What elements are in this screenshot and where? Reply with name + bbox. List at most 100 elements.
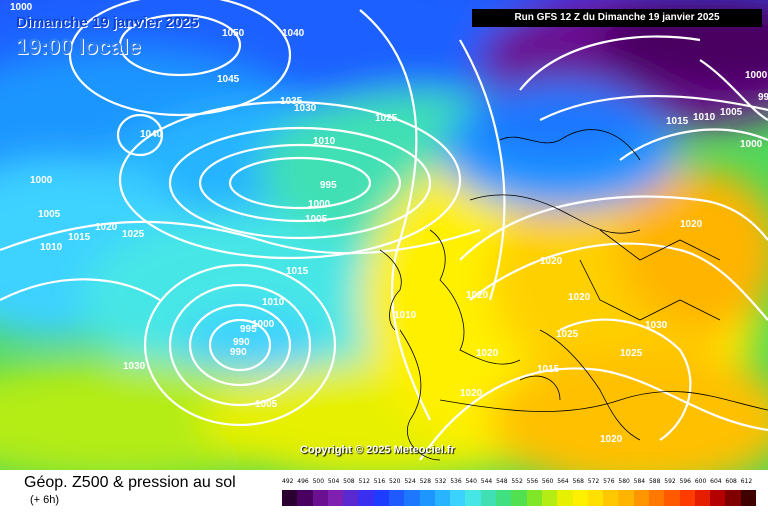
- scale-swatch: [343, 490, 359, 506]
- scale-label: 584: [633, 478, 646, 485]
- pressure-label: 1030: [645, 320, 668, 331]
- scale-label: 604: [710, 478, 722, 485]
- color-scale-bar: [282, 490, 757, 506]
- pressure-label: 1020: [680, 219, 703, 230]
- pressure-label: 1010: [40, 242, 63, 253]
- scale-label: 588: [648, 478, 661, 485]
- scale-swatch: [480, 490, 497, 506]
- pressure-label: 1025: [122, 229, 145, 240]
- scale-label: 548: [496, 478, 508, 485]
- pressure-label: 1010: [262, 297, 285, 308]
- scale-label: 568: [572, 478, 584, 485]
- pressure-label: 1015: [666, 116, 689, 127]
- pressure-label: 1040: [282, 28, 305, 39]
- pressure-label: 1005: [255, 399, 278, 410]
- scale-swatch: [373, 490, 390, 506]
- pressure-label: 1030: [294, 103, 317, 114]
- pressure-label: 995: [320, 180, 337, 191]
- pressure-label: 995: [240, 324, 257, 335]
- scale-swatch: [450, 490, 466, 506]
- pressure-label: 1020: [568, 292, 591, 303]
- pressure-label: 995: [758, 92, 768, 103]
- pressure-label: 1010: [394, 310, 417, 321]
- pressure-label: 1000: [308, 199, 331, 210]
- pressure-label: 1030: [123, 361, 146, 372]
- pressure-label: 1000: [10, 2, 33, 13]
- scale-label: 612: [740, 478, 753, 485]
- pressure-label: 990: [233, 337, 250, 348]
- scale-swatch: [633, 490, 650, 506]
- scale-label: 500: [312, 478, 325, 485]
- scale-swatch: [297, 490, 314, 506]
- scale-swatch: [587, 490, 604, 506]
- scale-swatch: [389, 490, 405, 506]
- scale-label: 492: [282, 478, 294, 485]
- pressure-label: 1020: [95, 222, 118, 233]
- scale-label: 512: [358, 478, 370, 485]
- scale-swatch: [572, 490, 589, 506]
- scale-swatch: [603, 490, 619, 506]
- scale-label: 504: [327, 478, 340, 485]
- scale-label: 600: [694, 478, 707, 485]
- scale-label: 528: [419, 478, 432, 485]
- scale-label: 520: [389, 478, 401, 485]
- pressure-label: 1015: [68, 232, 91, 243]
- pressure-label: 1040: [140, 129, 163, 140]
- scale-swatch: [312, 490, 329, 506]
- pressure-label: 1005: [38, 209, 61, 220]
- map-date: Dimanche 19 janvier 2025: [16, 14, 199, 31]
- scale-label: 532: [434, 478, 447, 485]
- pressure-label: 1035: [280, 96, 303, 107]
- scale-label: 608: [725, 478, 737, 485]
- scale-swatch: [404, 490, 421, 506]
- pressure-label: 1020: [476, 348, 499, 359]
- pressure-label: 1025: [556, 329, 579, 340]
- scale-swatch: [511, 490, 528, 506]
- pressure-label: 1020: [466, 290, 489, 301]
- scale-label: 524: [404, 478, 416, 485]
- scale-label: 560: [541, 478, 554, 485]
- scale-label: 592: [664, 478, 676, 485]
- pressure-label: 1020: [600, 434, 623, 445]
- scale-label: 540: [465, 478, 477, 485]
- pressure-label: 990: [230, 347, 247, 358]
- scale-swatch: [327, 490, 344, 506]
- pressure-label: 1005: [305, 214, 328, 225]
- pressure-label: 1010: [693, 112, 716, 123]
- legend-subtitle: (+ 6h): [30, 494, 60, 506]
- copyright-text: Copyright © 2025 Meteociel.fr: [300, 444, 455, 456]
- scale-swatch: [496, 490, 512, 506]
- pressure-label: 1045: [217, 74, 240, 85]
- scale-swatch: [679, 490, 696, 506]
- scale-swatch: [434, 490, 451, 506]
- scale-label: 496: [297, 478, 309, 485]
- color-scale-labels: 492 496 500 504 508 512 516 520 524 528 532 536 540 5…: [282, 478, 756, 488]
- legend-title: Géop. Z500 & pression au sol: [24, 474, 236, 491]
- scale-label: 564: [557, 478, 569, 485]
- map-local-time: 19:00 locale: [16, 34, 141, 59]
- scale-swatch: [740, 490, 757, 506]
- scale-label: 552: [511, 478, 523, 485]
- weather-map: 1050 104010451035103010401025101099510001…: [0, 0, 768, 470]
- pressure-label: 1025: [620, 348, 643, 359]
- scale-label: 516: [373, 478, 386, 485]
- scale-swatch: [419, 490, 436, 506]
- run-info-banner: Run GFS 12 Z du Dimanche 19 janvier 2025: [472, 9, 762, 27]
- pressure-label: 1015: [286, 266, 309, 277]
- pressure-label: 1025: [375, 113, 398, 124]
- pressure-label: 1010: [313, 136, 336, 147]
- scale-label: 596: [679, 478, 691, 485]
- scale-swatch: [710, 490, 726, 506]
- pressure-label: 1020: [460, 388, 483, 399]
- scale-label: 576: [603, 478, 615, 485]
- scale-swatch: [526, 490, 543, 506]
- pressure-label: 1015: [537, 364, 560, 375]
- pressure-label: 1000: [252, 319, 275, 330]
- scale-swatch: [618, 490, 635, 506]
- scale-swatch: [694, 490, 711, 506]
- pressure-label: 1000: [745, 70, 768, 81]
- scale-swatch: [541, 490, 558, 506]
- pressure-label: 1005: [720, 107, 743, 118]
- scale-swatch: [282, 490, 298, 506]
- scale-label: 536: [450, 478, 462, 485]
